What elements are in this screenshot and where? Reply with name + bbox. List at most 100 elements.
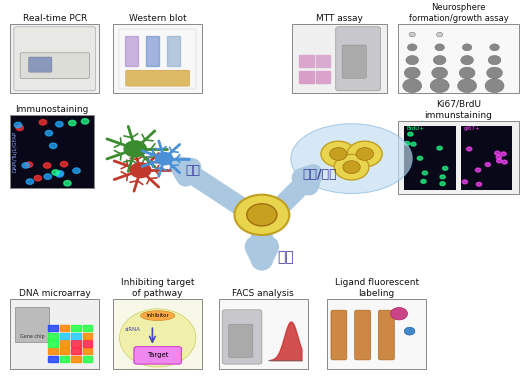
Circle shape [25,162,33,167]
Text: gi67+: gi67+ [464,126,480,131]
Circle shape [462,44,472,51]
Circle shape [436,32,443,37]
Circle shape [44,174,51,179]
Circle shape [408,132,413,136]
Text: FACS analysis: FACS analysis [232,289,294,298]
FancyBboxPatch shape [15,307,49,342]
Circle shape [34,176,41,181]
Bar [60,348,69,355]
Bar [71,333,81,339]
Circle shape [495,151,500,155]
FancyBboxPatch shape [113,300,202,369]
Bar [83,356,93,362]
FancyBboxPatch shape [398,24,519,94]
Circle shape [440,175,445,179]
Circle shape [16,125,23,131]
Circle shape [496,155,501,159]
Circle shape [73,168,80,174]
Ellipse shape [141,311,175,321]
Circle shape [130,162,151,178]
Circle shape [501,152,506,156]
Circle shape [63,181,71,186]
FancyBboxPatch shape [398,121,519,194]
Circle shape [343,161,360,174]
Circle shape [56,171,63,176]
Text: Gene chip: Gene chip [20,334,44,339]
Text: formation/growth assay: formation/growth assay [408,14,508,23]
Bar [83,325,93,331]
Circle shape [490,44,499,51]
FancyBboxPatch shape [29,57,52,72]
FancyBboxPatch shape [120,29,196,89]
Circle shape [406,55,418,65]
Circle shape [487,67,503,79]
Text: Ligand fluorescent: Ligand fluorescent [334,278,418,287]
Circle shape [39,120,47,125]
FancyBboxPatch shape [10,300,99,369]
Circle shape [405,142,410,145]
Bar [71,325,81,331]
Text: of pathway: of pathway [132,289,183,298]
Text: Neurosphere: Neurosphere [431,3,486,12]
Circle shape [14,122,22,128]
Bar [60,325,69,331]
Circle shape [234,195,289,235]
Text: immunstaining: immunstaining [424,111,492,120]
Circle shape [330,147,347,160]
Circle shape [334,154,369,180]
Circle shape [421,179,426,183]
Circle shape [321,141,356,167]
Bar [316,71,331,83]
Circle shape [411,142,416,146]
Circle shape [52,170,59,175]
Bar [60,333,69,339]
Bar [71,348,81,355]
Circle shape [432,67,448,79]
Circle shape [440,182,445,186]
Circle shape [404,327,415,335]
Bar [48,348,58,355]
Text: siRNA: siRNA [125,327,141,332]
FancyBboxPatch shape [461,126,513,190]
Bar [83,348,93,355]
Circle shape [488,55,501,65]
Bar [48,333,58,339]
FancyBboxPatch shape [336,27,380,91]
Circle shape [247,204,277,226]
Text: Real-time PCR: Real-time PCR [23,14,87,23]
Circle shape [476,168,481,172]
Bar [71,356,81,362]
Text: 증식/보호: 증식/보호 [303,168,337,181]
Text: Target: Target [147,352,168,358]
Circle shape [422,171,427,175]
FancyBboxPatch shape [134,347,181,364]
Circle shape [467,147,472,151]
Circle shape [403,79,422,93]
Text: DNA microarray: DNA microarray [19,289,90,298]
Text: DAPI/Tuj1/GFAP: DAPI/Tuj1/GFAP [13,131,18,172]
Bar [48,356,58,362]
Text: MTT assay: MTT assay [316,14,363,23]
Circle shape [430,79,449,93]
Circle shape [409,32,415,37]
Text: 분화: 분화 [186,164,201,177]
Circle shape [476,182,481,186]
Circle shape [123,140,147,158]
Circle shape [461,55,473,65]
FancyBboxPatch shape [355,310,370,360]
FancyBboxPatch shape [20,53,89,78]
FancyBboxPatch shape [229,324,253,358]
Text: Ki67/BrdU: Ki67/BrdU [436,100,481,109]
Bar [83,340,93,347]
Text: inhibitor: inhibitor [147,313,169,318]
Bar [48,340,58,347]
Ellipse shape [291,124,412,193]
Text: Western blot: Western blot [129,14,186,23]
Circle shape [45,130,52,136]
Bar [71,340,81,347]
Circle shape [56,172,63,177]
Circle shape [458,79,477,93]
Circle shape [43,163,51,168]
Circle shape [485,79,504,93]
FancyBboxPatch shape [327,300,426,369]
